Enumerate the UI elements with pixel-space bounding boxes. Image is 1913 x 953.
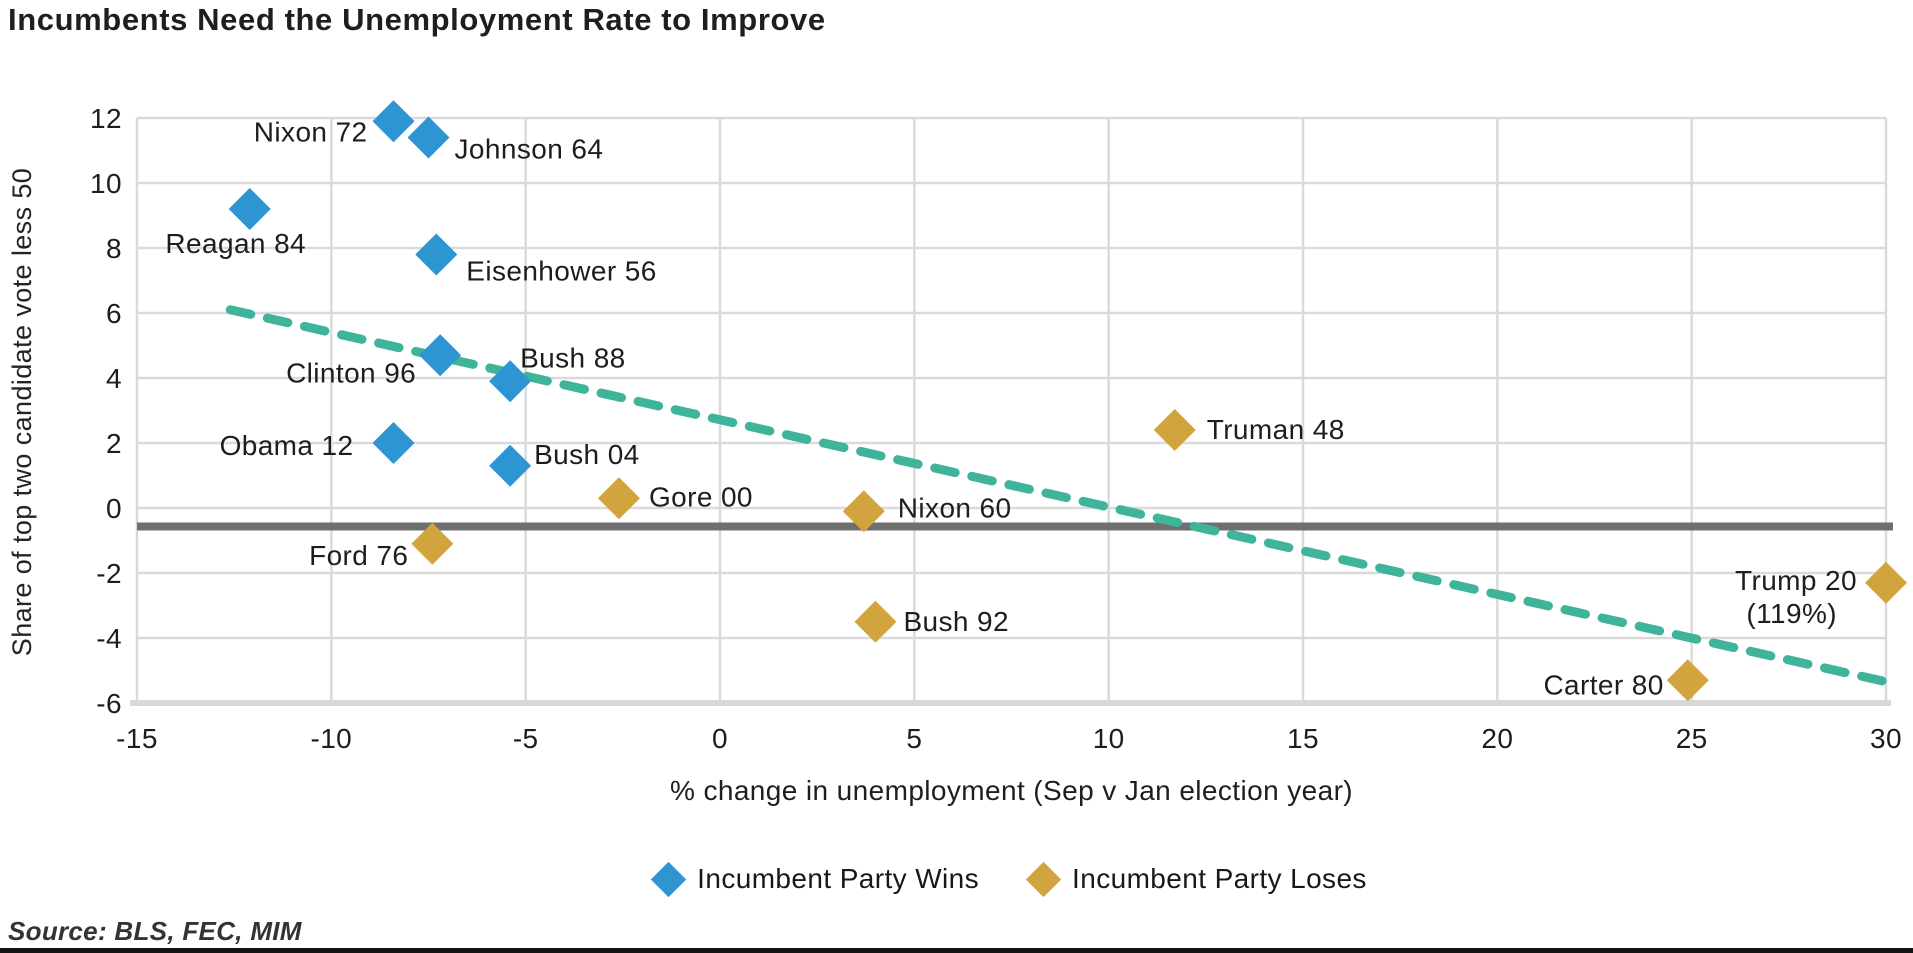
data-point-diamond: [415, 233, 458, 276]
x-tick-label: 25: [1676, 723, 1708, 754]
data-point-diamond: [372, 100, 415, 143]
gold-diamond-icon: [1025, 861, 1062, 897]
data-point-diamond: [411, 522, 454, 565]
data-point-label: Gore 00: [649, 481, 753, 512]
x-tick-label: 20: [1481, 723, 1513, 754]
x-axis-title: % change in unemployment (Sep v Jan elec…: [669, 775, 1354, 806]
legend-item-wins: Incumbent Party Wins: [650, 859, 980, 899]
legend: Incumbent Party Wins Incumbent Party Los…: [137, 859, 1886, 899]
data-point-diamond: [419, 334, 462, 377]
data-point-diamond: [854, 600, 897, 643]
data-point-label: Bush 88: [520, 342, 626, 373]
data-point-label: Carter 80: [1543, 669, 1663, 700]
blue-diamond-icon: [650, 861, 687, 897]
x-tick-label: 5: [906, 723, 922, 754]
data-point-label: Bush 92: [903, 606, 1009, 637]
x-tick-label: -5: [513, 723, 539, 754]
data-point-diamond: [372, 422, 415, 464]
x-tick-label: -15: [116, 723, 158, 754]
data-point-label: Truman 48: [1207, 414, 1345, 445]
data-point-diamond: [842, 490, 885, 533]
chart-title: Incumbents Need the Unemployment Rate to…: [8, 2, 826, 37]
legend-label-wins: Incumbent Party Wins: [697, 863, 980, 894]
data-point-label: Nixon 60: [898, 492, 1012, 523]
y-tick-label: -6: [96, 688, 122, 719]
data-point-diamond: [489, 444, 532, 487]
y-tick-label: -4: [96, 623, 122, 654]
y-tick-label: 0: [106, 493, 122, 524]
bottom-divider: [0, 948, 1913, 953]
y-tick-label: 12: [90, 103, 122, 134]
x-tick-label: 0: [712, 723, 728, 754]
y-tick-label: 6: [106, 298, 122, 329]
data-point-diamond: [1153, 409, 1196, 451]
x-tick-label: -10: [310, 723, 352, 754]
data-point-label: Obama 12: [220, 430, 354, 461]
data-point-label: Nixon 72: [254, 116, 368, 147]
data-point-diamond: [1865, 561, 1907, 604]
trend-line: [225, 305, 1899, 688]
legend-item-loses: Incumbent Party Loses: [1025, 859, 1367, 899]
data-point-label: Johnson 64: [455, 134, 604, 165]
data-point-label: Clinton 96: [286, 357, 416, 388]
data-point-label: Trump 20: [1735, 565, 1857, 596]
data-point-label: Eisenhower 56: [466, 256, 656, 287]
x-tick-label: 15: [1287, 723, 1319, 754]
legend-label-loses: Incumbent Party Loses: [1072, 863, 1367, 894]
data-point-diamond: [407, 116, 450, 159]
y-tick-label: 4: [106, 363, 122, 394]
data-point-label: (119%): [1746, 598, 1837, 629]
data-point-label: Ford 76: [309, 540, 408, 571]
data-point-diamond: [597, 477, 640, 520]
data-point-label: Bush 04: [534, 439, 640, 470]
data-point-diamond: [489, 360, 532, 403]
y-tick-label: 10: [90, 168, 122, 199]
data-point-label: Reagan 84: [165, 228, 306, 259]
y-tick-label: -2: [96, 558, 122, 589]
y-axis-title: Share of top two candidate vote less 50: [7, 167, 37, 657]
x-tick-label: 10: [1093, 723, 1125, 754]
data-point-diamond: [228, 188, 271, 230]
data-point-diamond: [1666, 659, 1709, 702]
source-note: Source: BLS, FEC, MIM: [8, 916, 302, 946]
y-tick-label: 2: [106, 428, 122, 459]
y-tick-label: 8: [106, 233, 122, 264]
x-tick-label: 30: [1870, 723, 1902, 754]
